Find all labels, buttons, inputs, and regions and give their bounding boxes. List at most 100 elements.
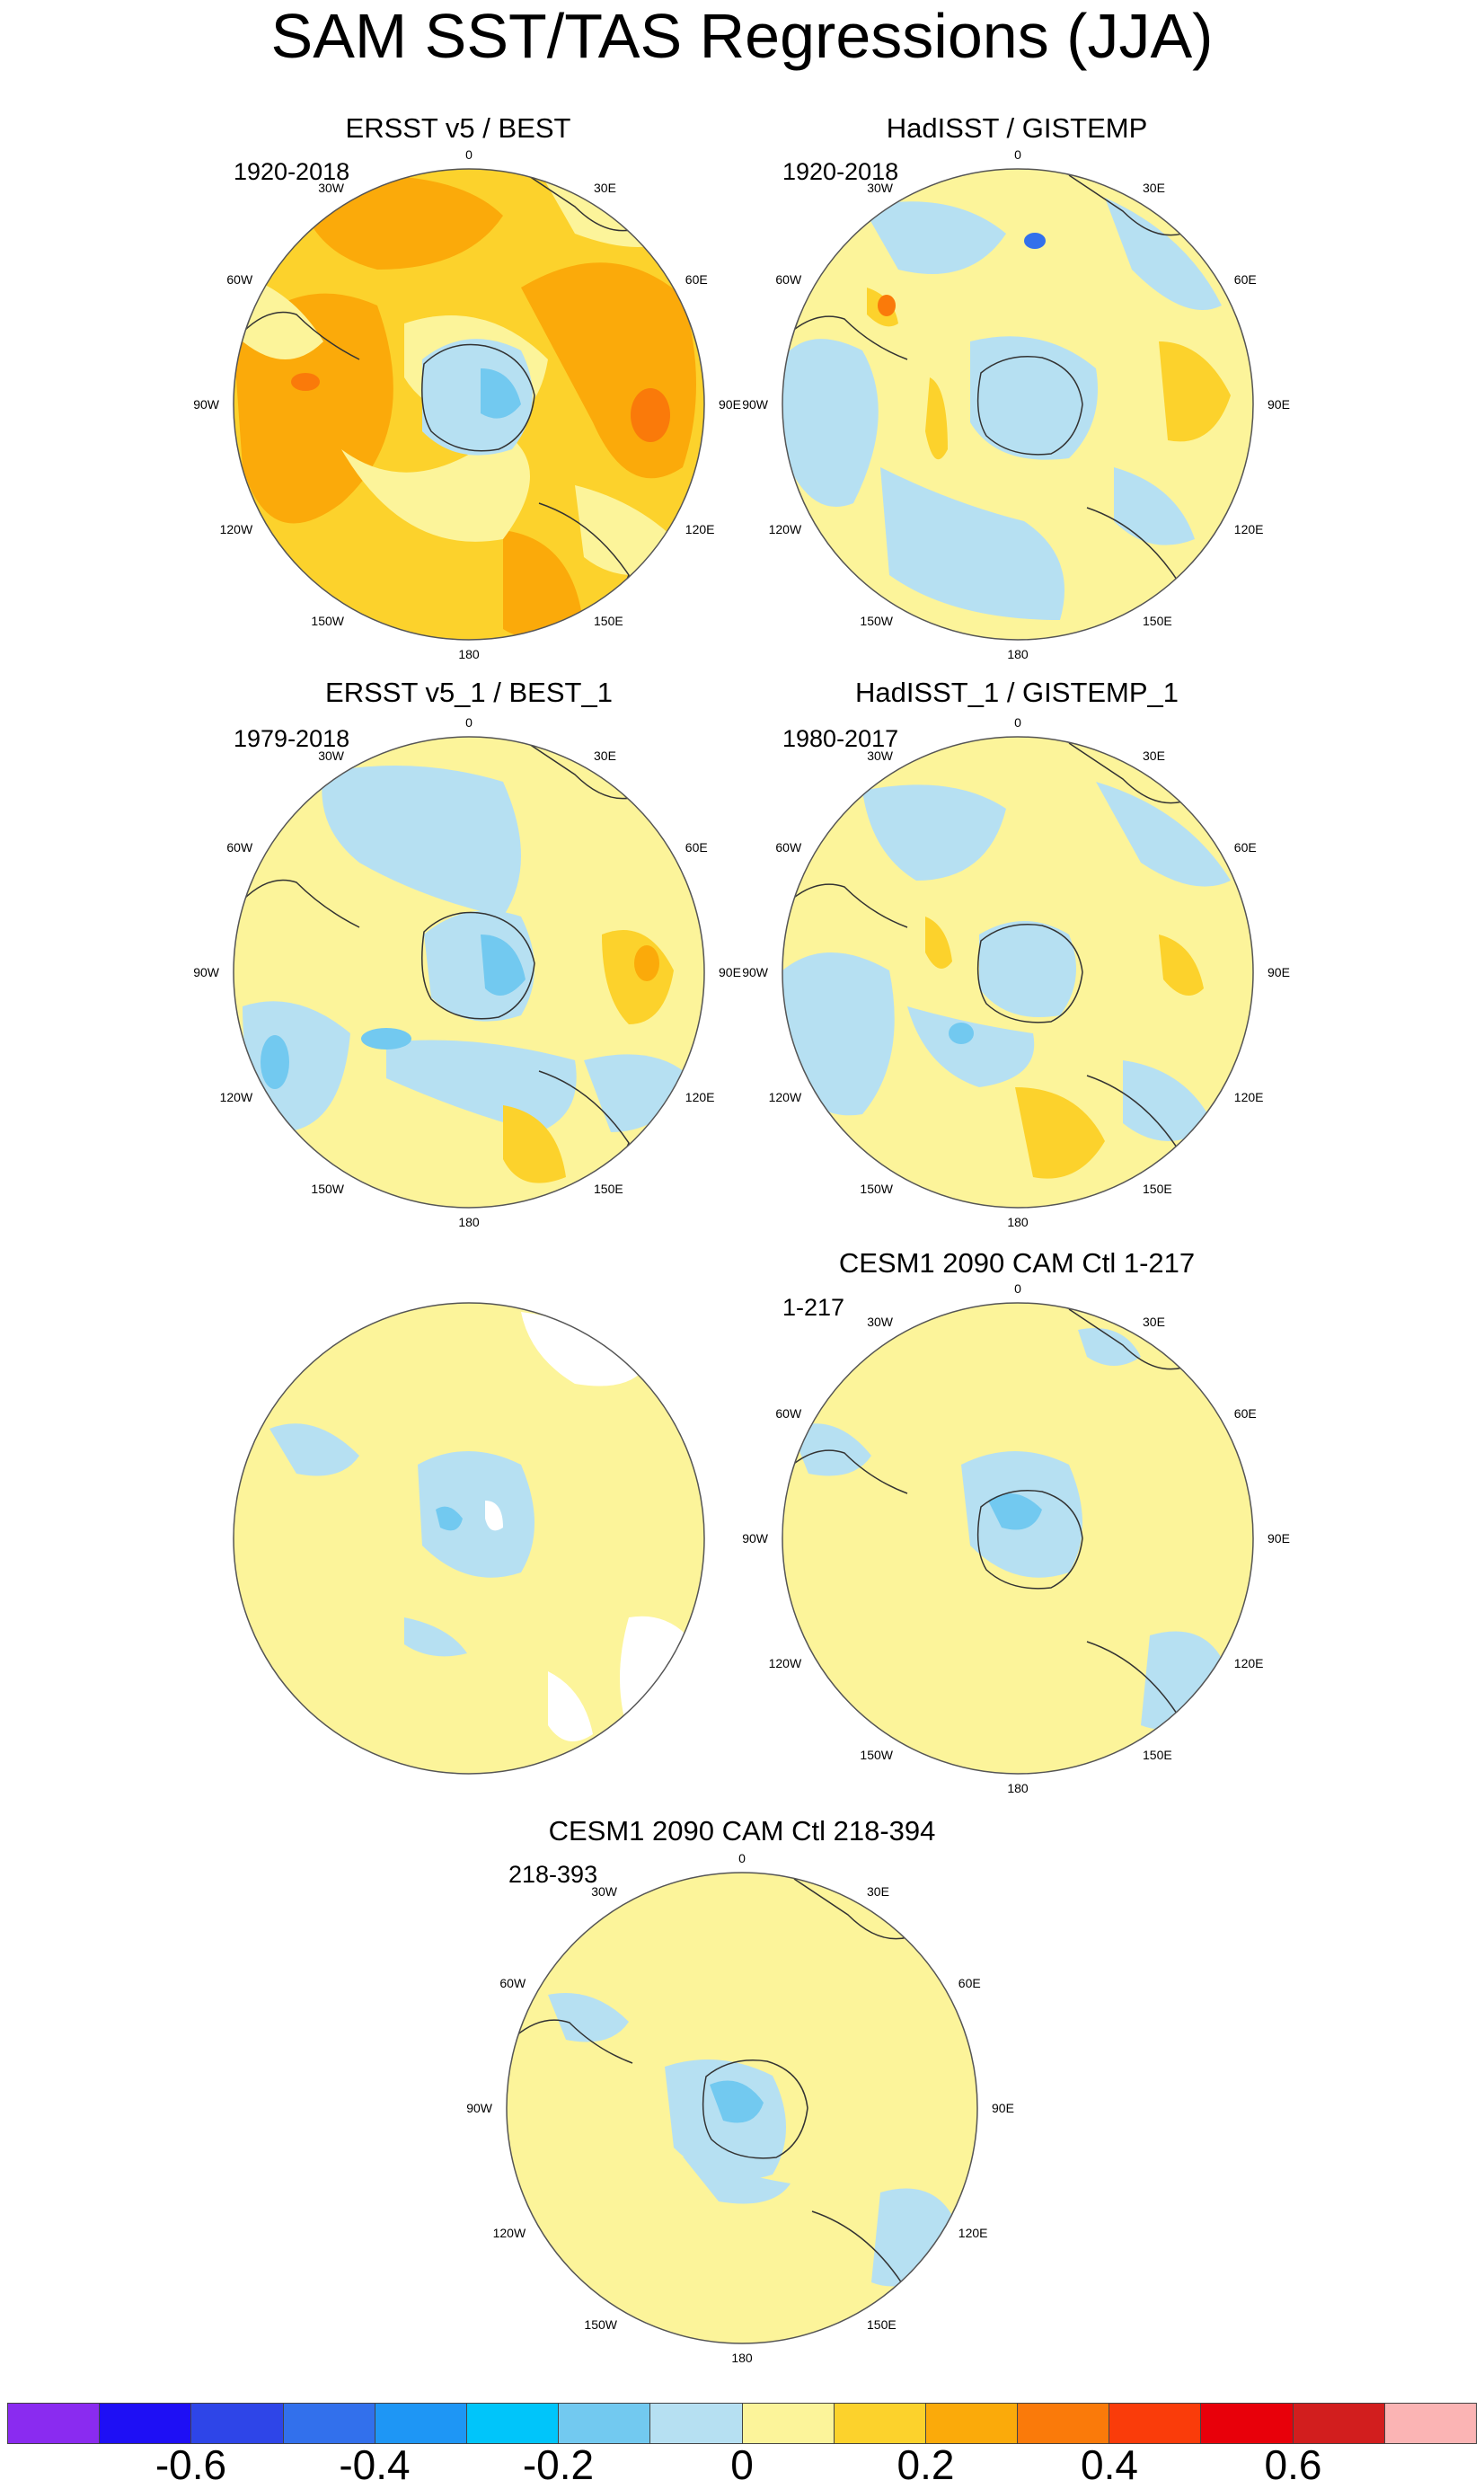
strong-cool-spot <box>1024 233 1046 249</box>
map-panel-hadisst-gistemp-1 <box>782 737 1253 1208</box>
antarctica-signal <box>710 2080 764 2123</box>
colorbar-swatch <box>559 2404 651 2443</box>
landmass-outline <box>790 1449 908 1494</box>
cool-region <box>404 1617 467 1657</box>
landmass-outline <box>1068 1308 1196 1370</box>
weak-band <box>243 279 323 359</box>
longitude-label: 0 <box>465 147 473 162</box>
longitude-label: 150E <box>1143 1182 1172 1196</box>
antarctica-coastline <box>976 1490 1083 1590</box>
longitude-label: 90W <box>742 397 769 412</box>
cool-region <box>1105 198 1222 310</box>
map-panel-ersst-best <box>234 169 704 640</box>
colorbar-tick-label: -0.6 <box>155 2441 227 2488</box>
period-cesm1-ctl-218-394: 218-393 <box>508 1861 598 1888</box>
map-panel-cesm1-ctl-218-394 <box>507 1873 977 2343</box>
colorbar-swatch <box>1384 2404 1476 2443</box>
longitude-label: 30E <box>594 748 616 763</box>
longitude-label: 30E <box>594 181 616 195</box>
map-border <box>782 736 1254 1209</box>
antarctica-coastline <box>702 2059 808 2159</box>
colorbar-swatch <box>466 2404 560 2443</box>
strong-cool-spot <box>261 1035 289 1089</box>
strong-cool-spot <box>949 1023 974 1044</box>
map-panel-hadisst-gistemp <box>782 169 1253 640</box>
cool-region <box>269 1423 359 1476</box>
no-data-region <box>620 1616 704 1734</box>
cool-region <box>1078 1328 1141 1366</box>
longitude-label: 120W <box>769 1656 802 1670</box>
antarctica-coastline <box>976 356 1083 456</box>
longitude-label: 90E <box>1268 965 1290 979</box>
cool-region <box>1114 467 1195 545</box>
warm-region <box>503 1105 566 1183</box>
longitude-label: 30W <box>591 1884 618 1899</box>
longitude-label: 30W <box>867 1315 894 1329</box>
landmass-outline <box>1068 174 1196 236</box>
longitude-label: 30E <box>1143 1315 1165 1329</box>
colorbar-swatch <box>742 2404 835 2443</box>
map-border <box>233 1302 705 1775</box>
antarctica-coastline <box>976 924 1083 1023</box>
cool-region <box>418 1451 534 1578</box>
longitude-label: 180 <box>1007 1781 1029 1795</box>
colorbar-swatch <box>1201 2404 1294 2443</box>
period-cesm1-ctl-1-217: 1-217 <box>782 1294 845 1321</box>
no-data-region <box>521 1312 647 1386</box>
strong-warm-spot <box>291 373 320 391</box>
longitude-label: 150W <box>860 614 893 628</box>
longitude-label: 150W <box>311 1182 344 1196</box>
longitude-label: 150W <box>860 1182 893 1196</box>
longitude-label: 60W <box>775 272 802 287</box>
colorbar <box>7 2403 1477 2444</box>
colorbar-swatch <box>925 2404 1019 2443</box>
longitude-label: 120W <box>493 2226 526 2240</box>
map-border <box>782 1302 1254 1775</box>
landmass-outline <box>790 883 908 928</box>
antarctica-signal <box>481 934 526 996</box>
colorbar-tick-label: 0.2 <box>897 2441 955 2488</box>
colorbar-swatch <box>283 2404 375 2443</box>
strong-warm-spot <box>878 295 896 316</box>
antarctica-signal <box>979 355 1076 451</box>
panel-title-hadisst-gistemp-1: HadISST_1 / GISTEMP_1 <box>854 677 1179 708</box>
cool-region <box>880 467 1064 620</box>
longitude-label: 150E <box>1143 1748 1172 1762</box>
longitude-label: 150E <box>594 1182 623 1196</box>
panel-title-hadisst-gistemp: HadISST / GISTEMP <box>886 112 1148 144</box>
period-hadisst-gistemp-1: 1980-2017 <box>782 725 899 752</box>
antarctica-signal <box>422 339 533 456</box>
antarctica-coastline <box>421 911 535 1020</box>
longitude-label: 60E <box>1234 840 1257 855</box>
longitude-label: 30W <box>867 181 894 195</box>
colorbar-tick-label: 0.4 <box>1081 2441 1138 2488</box>
warm-region <box>1015 1087 1105 1179</box>
longitude-label: 60W <box>775 1406 802 1421</box>
longitude-label: 150W <box>860 1748 893 1762</box>
colorbar-tick-label: -0.4 <box>339 2441 411 2488</box>
colorbar-swatch <box>191 2404 284 2443</box>
colorbar-swatch <box>1109 2404 1202 2443</box>
panel-title-cesm1-ctl-218-394: CESM1 2090 CAM Ctl 218-394 <box>548 1815 936 1847</box>
figure-title: SAM SST/TAS Regressions (JJA) <box>270 1 1214 71</box>
longitude-label: 120E <box>685 1090 715 1104</box>
longitude-label: 120W <box>220 1090 253 1104</box>
cool-region <box>386 1040 577 1132</box>
longitude-label: 60E <box>685 840 708 855</box>
longitude-label: 90E <box>1268 397 1290 412</box>
map-border <box>782 168 1254 641</box>
longitude-label: 180 <box>1007 1215 1029 1229</box>
map-border <box>233 168 705 641</box>
landmass-outline <box>793 1878 921 1940</box>
warm-region <box>1159 934 1204 996</box>
longitude-label: 120E <box>685 522 715 536</box>
landmass-outline <box>520 170 648 232</box>
period-ersst-best: 1920-2018 <box>234 158 350 185</box>
longitude-label: 180 <box>458 647 480 661</box>
longitude-label: 60W <box>499 1976 526 1990</box>
warm-region <box>503 530 584 638</box>
map-border <box>506 1872 978 2344</box>
antarctica-signal <box>988 1493 1042 1530</box>
landmass-outline <box>790 315 908 360</box>
colorbar-swatch <box>375 2404 467 2443</box>
